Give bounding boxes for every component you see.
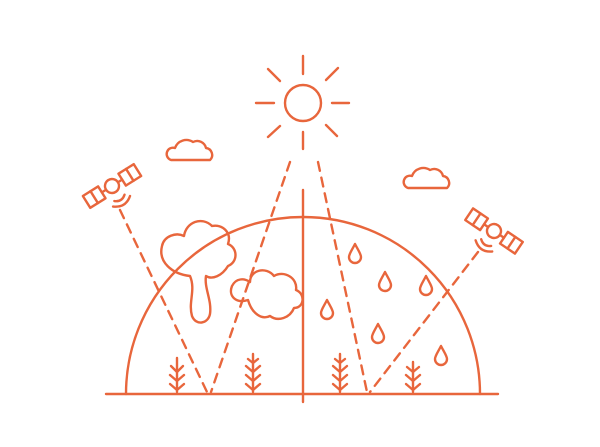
rain-drop-icon [347,242,363,265]
crop-sprout-icon [404,360,422,394]
rain-drop-icon [319,298,335,321]
rain-drop-icon [377,270,393,293]
crop-sprout-icon [331,352,349,394]
rain-drop-icon [370,322,386,345]
smoke-plume-icon [229,269,304,320]
rain-drop-icon [418,274,434,297]
rain-drop-icon [433,344,449,367]
sun-icon [254,54,351,151]
cloud-icon [402,166,451,190]
satellite-icon [81,162,143,210]
smoke-plume-icon [160,219,237,324]
crop-sprout-icon [168,356,186,394]
crop-sprout-icon [244,352,262,394]
satellite-icon [464,207,524,255]
cloud-icon [165,138,214,162]
